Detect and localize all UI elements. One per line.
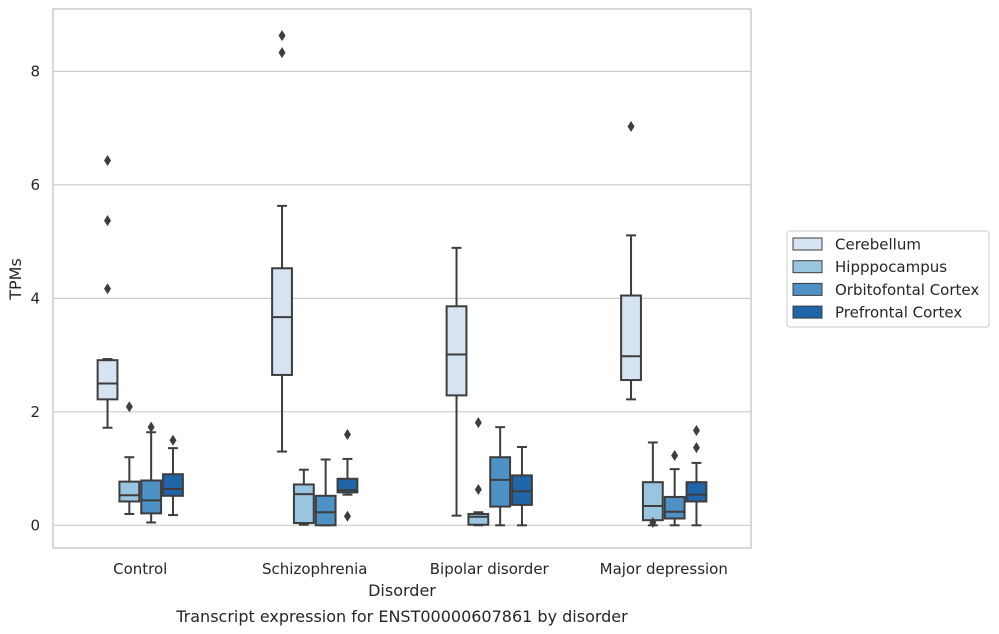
x-tick-label: Schizophrenia	[262, 560, 367, 578]
x-tick-label: Control	[113, 560, 167, 578]
series-orbitofontal-cortex	[140, 421, 686, 527]
box	[96, 154, 119, 429]
outlier-point	[343, 429, 351, 441]
outlier-point	[104, 283, 112, 295]
box-iqr	[511, 474, 533, 506]
box	[511, 446, 533, 527]
outlier-point	[147, 421, 155, 433]
y-tick-label: 0	[30, 516, 40, 534]
box	[118, 401, 141, 515]
x-tick-labels: Control Schizophrenia Bipolar disorder Majo…	[113, 560, 728, 578]
legend-item: Hipppocampus	[792, 258, 947, 276]
series-hipppocampus	[118, 401, 664, 528]
y-tick-label: 6	[30, 176, 40, 194]
outlier-point	[627, 120, 635, 132]
outlier-point	[278, 30, 286, 42]
outlier-point	[343, 510, 351, 522]
legend-frame	[786, 230, 990, 328]
outlier-point	[104, 215, 112, 227]
outlier-point	[649, 516, 657, 528]
box	[445, 246, 468, 517]
box	[292, 468, 315, 526]
gridlines	[53, 70, 751, 526]
box	[489, 426, 512, 527]
box	[641, 441, 664, 528]
outlier-point	[474, 484, 482, 496]
legend-swatch	[792, 305, 823, 319]
legend-label: Cerebellum	[835, 236, 921, 254]
box	[620, 120, 642, 401]
outlier-point	[278, 47, 286, 59]
y-axis-title: TPMs	[6, 258, 25, 301]
box-iqr	[445, 305, 468, 397]
box-iqr	[489, 456, 512, 508]
legend-swatch	[792, 282, 823, 296]
box-iqr	[140, 479, 163, 515]
box-iqr	[620, 294, 642, 382]
box-iqr	[663, 495, 686, 520]
outlier-point	[692, 442, 700, 454]
box-iqr	[314, 494, 337, 527]
box	[314, 458, 337, 527]
legend: Cerebellum Hipppocampus Orbitofontal Corte…	[786, 230, 990, 328]
box	[663, 450, 686, 527]
legend-label: Orbitofontal Cortex	[835, 281, 979, 299]
legend-swatch	[792, 260, 823, 274]
outlier-point	[692, 425, 700, 437]
legend-item: Cerebellum	[792, 236, 921, 254]
x-axis-title: Disorder	[368, 581, 436, 600]
outlier-point	[671, 450, 679, 462]
y-tick-label: 2	[30, 403, 40, 421]
series-cerebellum	[96, 30, 642, 517]
box-iqr	[292, 483, 315, 525]
y-tick-label: 8	[30, 62, 40, 80]
box	[162, 434, 184, 517]
y-tick-labels: 0 2 4 6 8	[30, 62, 40, 534]
outlier-point	[169, 434, 177, 446]
outlier-point	[125, 401, 133, 413]
legend-label: Prefrontal Cortex	[835, 304, 962, 322]
box	[140, 421, 163, 524]
y-tick-label: 4	[30, 289, 40, 307]
box-iqr	[336, 477, 359, 494]
outlier-point	[474, 417, 482, 429]
box-iqr	[162, 473, 184, 497]
plot-frame	[52, 8, 752, 549]
chart-caption: Transcript expression for ENST0000060786…	[175, 607, 628, 626]
box	[271, 30, 293, 453]
outlier-point	[104, 154, 112, 166]
x-tick-label: Major depression	[600, 560, 728, 578]
x-tick-label: Bipolar disorder	[430, 560, 550, 578]
box-plot-series	[96, 30, 708, 528]
box-iqr	[271, 267, 293, 376]
legend-item: Prefrontal Cortex	[792, 304, 962, 322]
legend-swatch	[792, 237, 823, 251]
series-prefrontal-cortex	[162, 425, 708, 527]
box	[685, 425, 708, 527]
box-iqr	[96, 359, 119, 401]
legend-item: Orbitofontal Cortex	[792, 281, 979, 299]
box-iqr	[118, 480, 141, 503]
box	[336, 429, 359, 522]
box-iqr	[685, 481, 708, 503]
box-iqr	[641, 481, 664, 522]
box	[467, 417, 490, 527]
box-iqr	[467, 512, 490, 526]
legend-label: Hipppocampus	[835, 258, 947, 276]
